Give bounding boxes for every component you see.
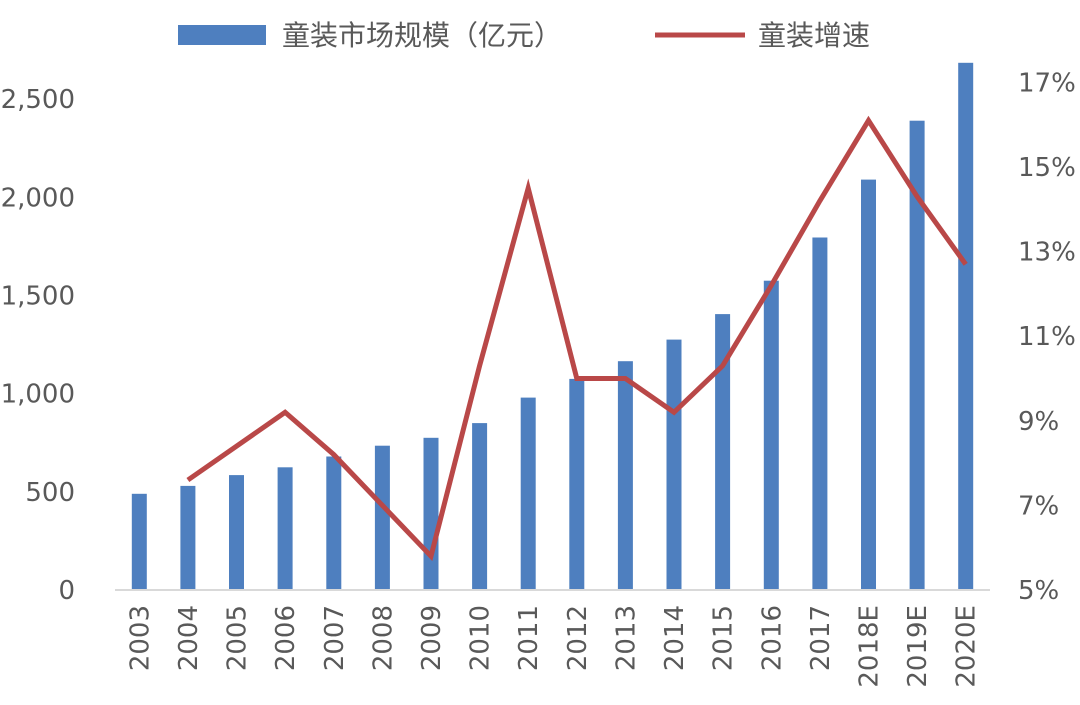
right-tick-label: 13% [1018, 238, 1076, 268]
bar-2007 [326, 456, 342, 590]
x-axis-ticks: 2003 2004 2005 2006 2007 2008 2009 2010 2011 2012… [125, 605, 981, 688]
right-tick-label: 15% [1018, 153, 1076, 183]
x-tick-label: 2015 [709, 605, 739, 671]
x-tick-label: 2018E [855, 605, 885, 688]
bar-2003 [131, 493, 147, 590]
bar-2006 [277, 467, 293, 590]
bar-2016 [763, 280, 779, 590]
right-tick-label: 7% [1018, 491, 1059, 521]
x-tick-label: 2017 [806, 605, 836, 671]
bar-2008 [374, 445, 390, 590]
bar-2004 [180, 485, 196, 590]
legend: 童装市场规模（亿元） 童装增速 [178, 19, 870, 52]
x-tick-label: 2006 [271, 605, 301, 671]
right-axis-ticks: 5% 7% 9% 11% 13% 15% 17% [1018, 68, 1076, 606]
bar-2011 [520, 397, 536, 590]
right-tick-label: 11% [1018, 322, 1076, 352]
x-tick-label: 2008 [368, 605, 398, 671]
bar-2015 [715, 314, 731, 590]
x-tick-label: 2020E [952, 605, 982, 688]
left-tick-label: 2,500 [1, 85, 75, 115]
bar-2018E [861, 179, 876, 590]
bar-2014 [666, 339, 682, 590]
left-axis-ticks: 0 500 1,000 1,500 2,000 2,500 [1, 85, 75, 606]
legend-line-label: 童装增速 [758, 19, 870, 52]
legend-bar-swatch [178, 25, 266, 45]
x-tick-label: 2004 [174, 605, 204, 671]
bar-2013 [617, 361, 633, 590]
x-tick-label: 2005 [223, 605, 253, 671]
x-tick-label: 2016 [757, 605, 787, 671]
x-tick-label: 2007 [320, 605, 350, 671]
x-tick-label: 2014 [660, 605, 690, 671]
x-tick-label: 2010 [466, 605, 496, 671]
bar-2017 [812, 237, 828, 590]
left-tick-label: 1,500 [1, 282, 75, 312]
bar-2005 [229, 475, 244, 590]
bar-2009 [423, 437, 439, 590]
right-tick-label: 9% [1018, 407, 1059, 437]
right-tick-label: 17% [1018, 68, 1076, 98]
bar-series [131, 62, 974, 591]
bar-2012 [569, 378, 585, 590]
x-tick-label: 2012 [563, 605, 593, 671]
x-tick-label: 2013 [611, 605, 641, 671]
x-tick-label: 2009 [417, 605, 447, 671]
left-tick-label: 500 [25, 478, 75, 508]
bar-2019E [909, 120, 925, 590]
right-tick-label: 5% [1018, 576, 1059, 606]
x-tick-label: 2019E [903, 605, 933, 688]
left-tick-label: 1,000 [1, 380, 75, 410]
bar-2010 [472, 423, 488, 590]
legend-bar-label: 童装市场规模（亿元） [282, 19, 562, 52]
bar-2020E [958, 62, 974, 591]
line-series [186, 115, 968, 562]
x-tick-label: 2011 [514, 605, 544, 671]
left-tick-label: 2,000 [1, 183, 75, 213]
x-tick-label: 2003 [125, 605, 155, 671]
left-tick-label: 0 [58, 576, 75, 606]
